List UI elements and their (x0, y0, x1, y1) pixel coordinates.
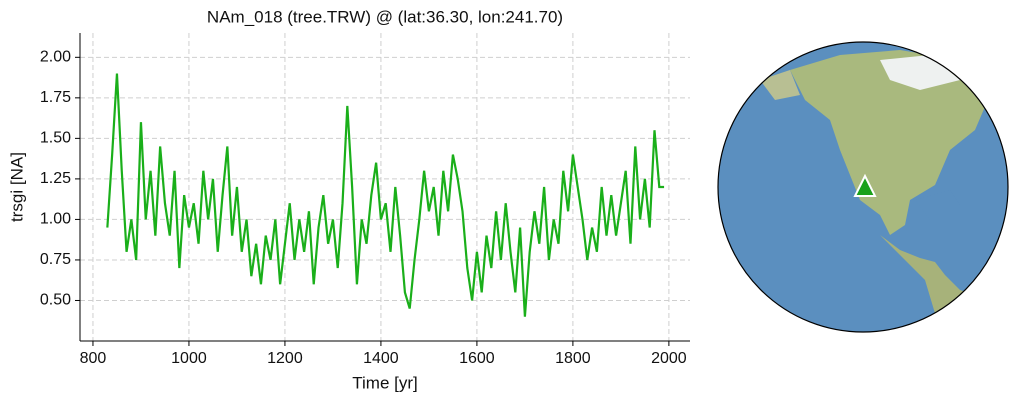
data-line (106, 73, 665, 317)
site-marker (853, 173, 877, 197)
y-tick-label: 1.50 (40, 130, 71, 147)
x-tick-label: 1200 (267, 350, 303, 367)
chart-title: NAm_018 (tree.TRW) @ (lat:36.30, lon:241… (207, 7, 563, 26)
x-tick-label: 1800 (555, 350, 591, 367)
x-axis-label: Time [yr] (352, 373, 417, 392)
y-axis-label: trsgi [NA] (7, 152, 26, 222)
x-tick-label: 1400 (363, 350, 399, 367)
y-tick-label: 0.75 (40, 251, 71, 268)
y-tick-label: 1.75 (40, 89, 71, 106)
x-tick-label: 1600 (459, 350, 495, 367)
x-tick-label: 1000 (171, 350, 207, 367)
y-tick-label: 1.00 (40, 211, 71, 228)
x-tick-label: 800 (80, 350, 107, 367)
x-tick-label: 2000 (651, 350, 687, 367)
y-tick-label: 2.00 (40, 49, 71, 66)
y-tick-label: 1.25 (40, 170, 71, 187)
globe (717, 41, 1009, 333)
y-tick-label: 0.50 (40, 292, 71, 309)
